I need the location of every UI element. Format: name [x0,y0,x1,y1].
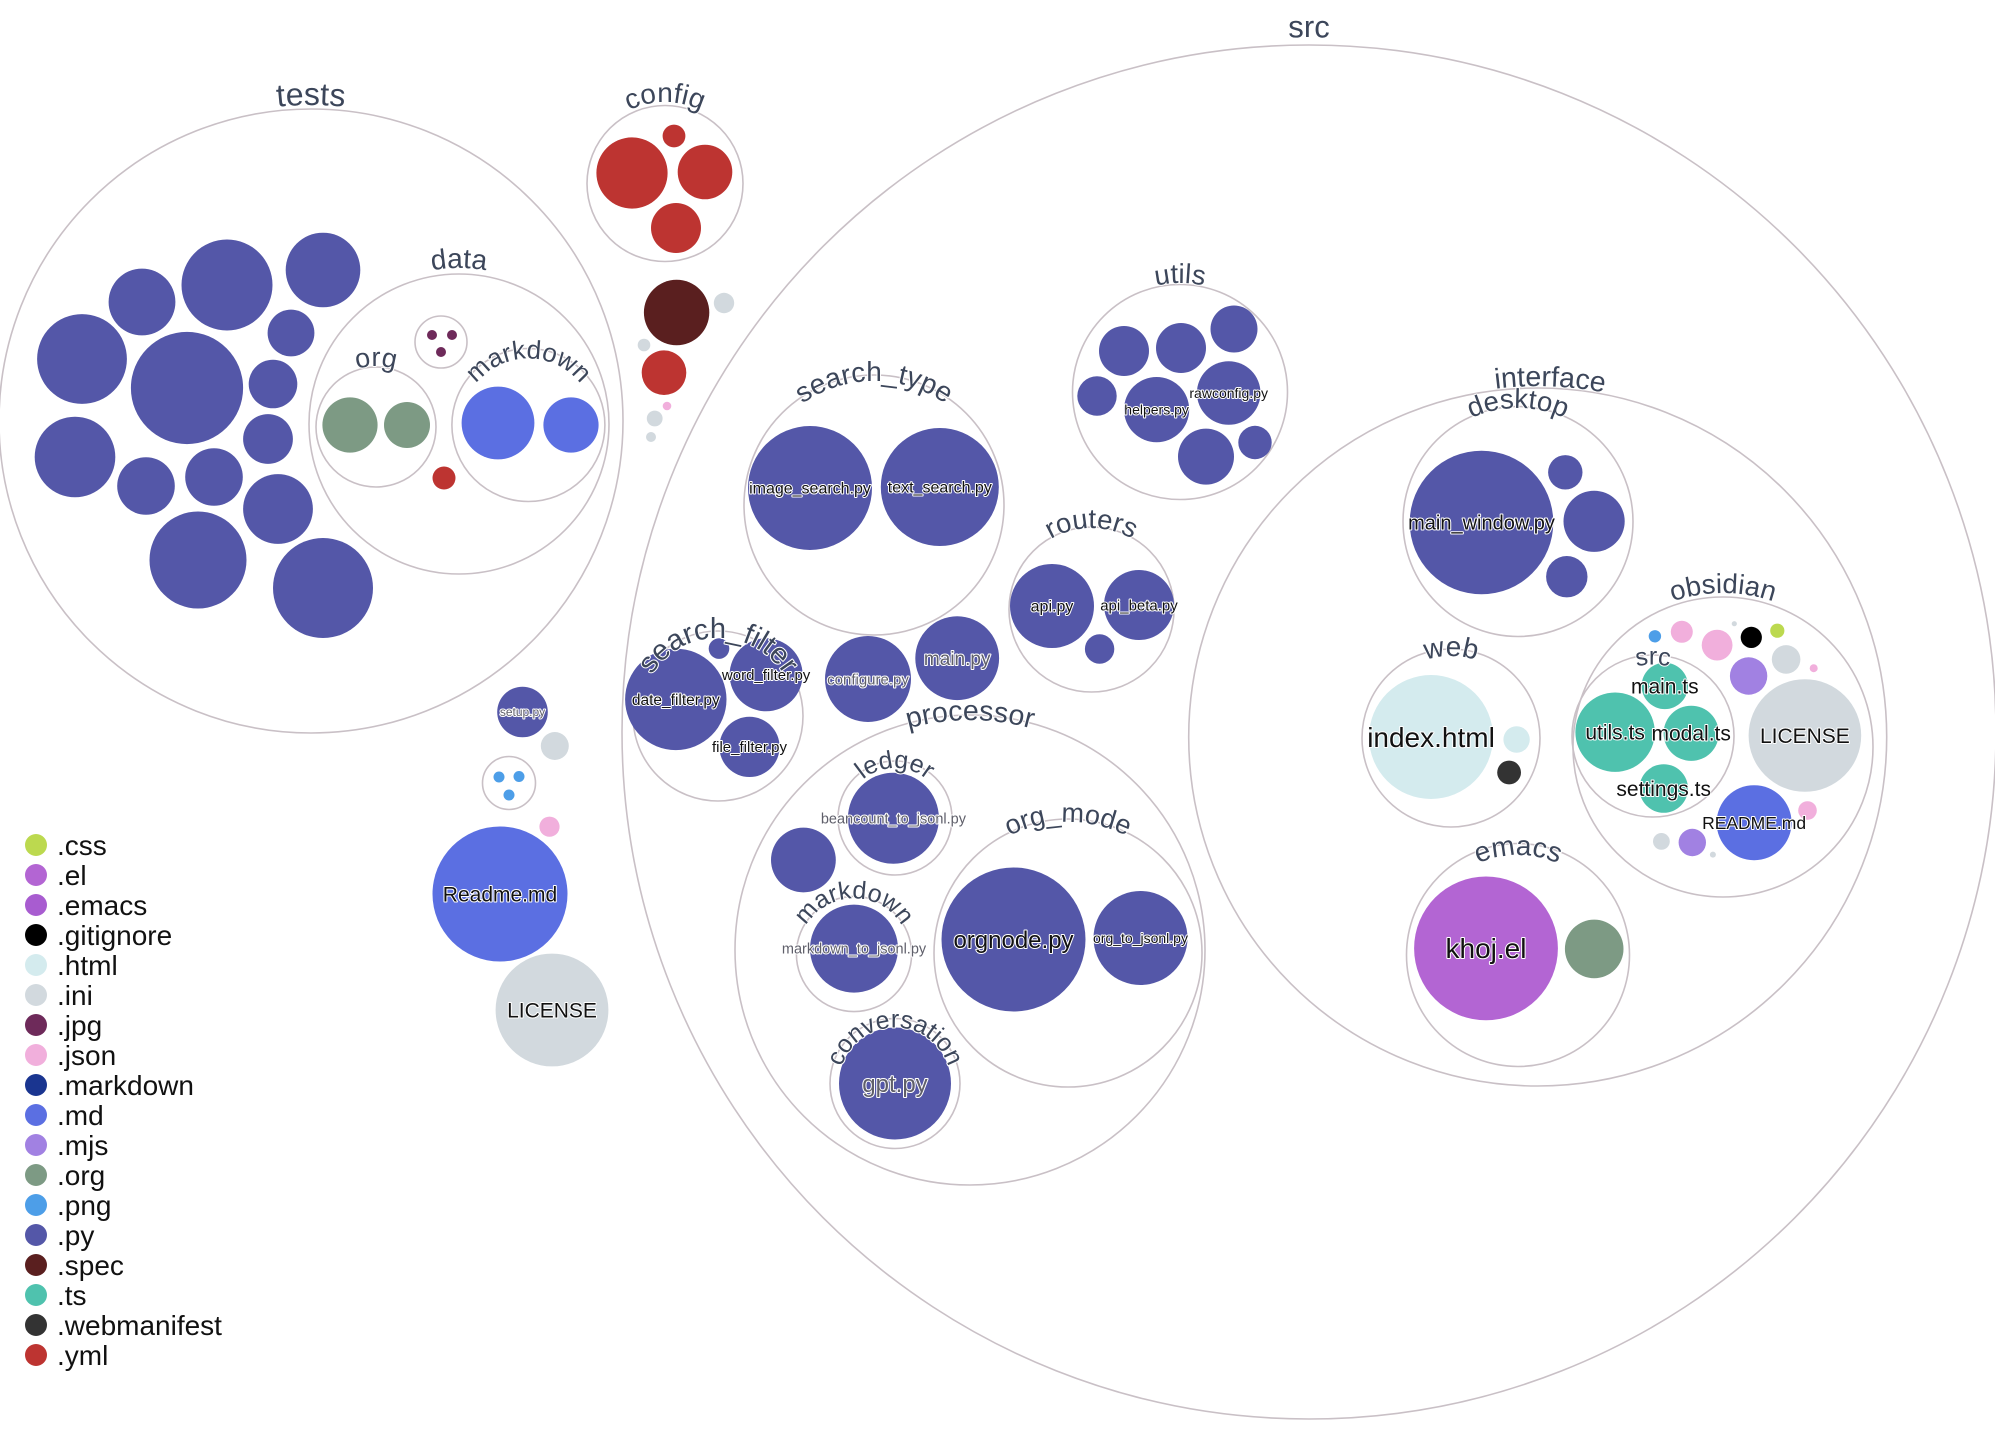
svg-text:.md: .md [57,1100,104,1131]
svg-text:utils: utils [1152,258,1208,291]
svg-text:text_search.py: text_search.py [888,480,992,497]
svg-text:modal.ts: modal.ts [1652,723,1731,746]
svg-text:.markdown: .markdown [57,1070,194,1101]
svg-text:main_window.py: main_window.py [1408,513,1555,535]
svg-text:.webmanifest: .webmanifest [57,1310,222,1341]
svg-text:.png: .png [57,1190,112,1221]
svg-text:tests: tests [275,76,347,114]
svg-text:.ts: .ts [57,1280,87,1311]
svg-text:data: data [429,243,490,276]
svg-text:LICENSE: LICENSE [507,999,597,1022]
svg-text:beancount_to_jsonl.py: beancount_to_jsonl.py [821,811,967,827]
svg-text:.jpg: .jpg [57,1010,102,1041]
svg-text:word_filter.py: word_filter.py [721,667,811,684]
svg-text:orgnode.py: orgnode.py [953,927,1073,954]
svg-text:src: src [1633,643,1672,673]
svg-text:.el: .el [57,860,87,891]
svg-text:src: src [1288,9,1330,44]
svg-text:Readme.md: Readme.md [443,883,557,906]
svg-text:setup.py: setup.py [500,705,545,719]
svg-text:settings.ts: settings.ts [1616,778,1711,801]
svg-text:org_to_jsonl.py: org_to_jsonl.py [1093,930,1188,946]
svg-text:image_search.py: image_search.py [749,481,871,498]
svg-text:gpt.py: gpt.py [862,1071,927,1098]
svg-text:LICENSE: LICENSE [1760,725,1850,748]
svg-text:main.ts: main.ts [1631,675,1699,698]
svg-text:.py: .py [57,1220,94,1251]
svg-text:main.py: main.py [924,649,991,670]
svg-text:helpers.py: helpers.py [1124,402,1189,418]
svg-text:.mjs: .mjs [57,1130,108,1161]
svg-text:web: web [1420,631,1482,666]
svg-text:.css: .css [57,830,107,861]
svg-text:org: org [352,342,400,375]
svg-text:index.html: index.html [1367,722,1495,753]
svg-text:.ini: .ini [57,980,93,1011]
svg-text:configure.py: configure.py [827,671,909,688]
svg-text:.json: .json [57,1040,116,1071]
svg-text:.gitignore: .gitignore [57,920,172,951]
svg-text:.org: .org [57,1160,105,1191]
svg-text:README.md: README.md [1702,813,1806,833]
svg-text:khoj.el: khoj.el [1446,933,1527,964]
svg-text:markdown_to_jsonl.py: markdown_to_jsonl.py [782,942,927,958]
svg-text:.emacs: .emacs [57,890,147,921]
svg-text:api_beta.py: api_beta.py [1100,597,1178,614]
svg-text:date_filter.py: date_filter.py [632,692,720,709]
svg-text:api.py: api.py [1031,599,1074,616]
svg-text:.yml: .yml [57,1340,108,1371]
svg-text:.html: .html [57,950,118,981]
svg-text:utils.ts: utils.ts [1585,722,1645,745]
svg-text:.spec: .spec [57,1250,124,1281]
svg-text:file_filter.py: file_filter.py [712,739,788,756]
svg-text:rawconfig.py: rawconfig.py [1189,385,1268,401]
